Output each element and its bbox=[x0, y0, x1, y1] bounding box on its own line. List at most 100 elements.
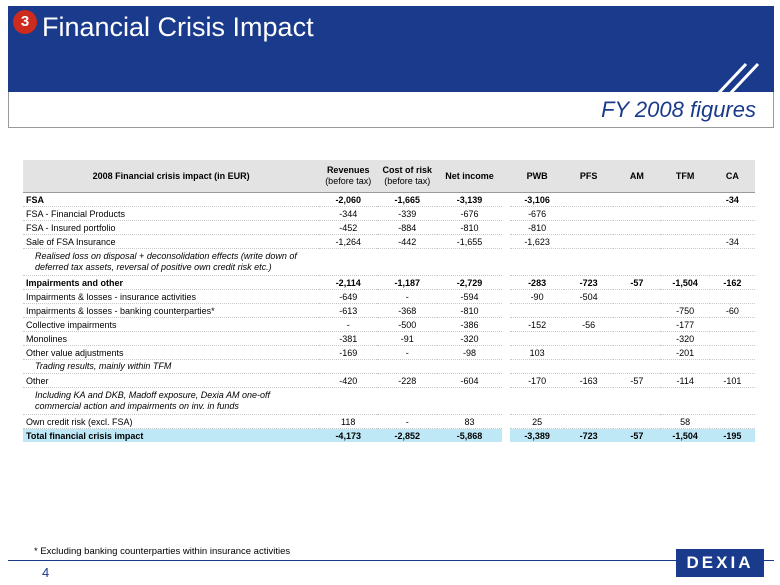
footnote: * Excluding banking counterparties withi… bbox=[34, 546, 291, 557]
cell-tfm bbox=[660, 192, 710, 207]
header-pfs: PFS bbox=[563, 160, 614, 193]
cell-net-income: -386 bbox=[437, 317, 502, 332]
header-am: AM bbox=[613, 160, 661, 193]
cell-am bbox=[613, 206, 661, 221]
cell-ca bbox=[709, 248, 755, 276]
cell-revenues: - bbox=[319, 317, 378, 332]
column-gap bbox=[501, 220, 511, 235]
row-label: FSA - Insured portfolio bbox=[23, 220, 320, 235]
row-label: Impairments and other bbox=[23, 275, 320, 290]
cell-ca bbox=[709, 387, 755, 415]
column-gap bbox=[501, 248, 511, 276]
column-gap bbox=[501, 331, 511, 346]
cell-tfm bbox=[660, 248, 710, 276]
row-note: Including KA and DKB, Madoff exposure, D… bbox=[23, 387, 320, 415]
cell-ca bbox=[709, 289, 755, 304]
row-label: FSA bbox=[23, 192, 320, 207]
cell-ca bbox=[709, 359, 755, 374]
cell-revenues bbox=[319, 387, 378, 415]
cell-pfs bbox=[563, 220, 614, 235]
cell-pwb: 25 bbox=[510, 414, 564, 429]
cell-pfs bbox=[563, 345, 614, 360]
header-net-income: Net income bbox=[437, 160, 502, 193]
cell-pwb bbox=[510, 303, 564, 318]
cell-pwb bbox=[510, 331, 564, 346]
cell-am bbox=[613, 248, 661, 276]
subtitle-box bbox=[8, 92, 774, 128]
cell-ca bbox=[709, 317, 755, 332]
column-gap bbox=[501, 206, 511, 221]
cell-tfm: -1,504 bbox=[660, 428, 710, 442]
table-row: Impairments & losses - banking counterpa… bbox=[23, 303, 755, 318]
cell-tfm: -114 bbox=[660, 373, 710, 388]
cell-cost-of-risk: -228 bbox=[377, 373, 438, 388]
cell-cost-of-risk: -1,187 bbox=[377, 275, 438, 290]
row-label: Own credit risk (excl. FSA) bbox=[23, 414, 320, 429]
cell-pfs bbox=[563, 387, 614, 415]
table-row: Collective impairments - -500 -386 -152 … bbox=[23, 317, 755, 332]
cell-pfs: -163 bbox=[563, 373, 614, 388]
footer-divider bbox=[8, 560, 774, 561]
cell-cost-of-risk: -884 bbox=[377, 220, 438, 235]
cell-tfm bbox=[660, 289, 710, 304]
cell-pwb: -152 bbox=[510, 317, 564, 332]
cell-cost-of-risk: - bbox=[377, 289, 438, 304]
cell-am bbox=[613, 289, 661, 304]
table-header-row: 2008 Financial crisis impact (in EUR) Re… bbox=[23, 160, 755, 193]
cell-pwb: -283 bbox=[510, 275, 564, 290]
column-gap bbox=[501, 303, 511, 318]
cell-net-income: -98 bbox=[437, 345, 502, 360]
cell-pfs: -723 bbox=[563, 275, 614, 290]
cell-pfs bbox=[563, 414, 614, 429]
cell-pfs bbox=[563, 234, 614, 249]
cell-tfm: -177 bbox=[660, 317, 710, 332]
cell-net-income bbox=[437, 387, 502, 415]
cell-ca bbox=[709, 206, 755, 221]
cell-pfs bbox=[563, 248, 614, 276]
cell-am bbox=[613, 303, 661, 318]
table-row: Other -420 -228 -604 -170 -163 -57 -114 … bbox=[23, 373, 755, 388]
cell-cost-of-risk: -500 bbox=[377, 317, 438, 332]
cell-pwb: -3,106 bbox=[510, 192, 564, 207]
table-row: Sale of FSA Insurance -1,264 -442 -1,655… bbox=[23, 234, 755, 249]
cell-revenues: -344 bbox=[319, 206, 378, 221]
table-row: FSA - Financial Products -344 -339 -676 … bbox=[23, 206, 755, 221]
row-label: Other bbox=[23, 373, 320, 388]
cell-cost-of-risk: -442 bbox=[377, 234, 438, 249]
cell-revenues: -381 bbox=[319, 331, 378, 346]
cell-ca bbox=[709, 345, 755, 360]
cell-am bbox=[613, 345, 661, 360]
cell-ca: -34 bbox=[709, 192, 755, 207]
cell-pfs: -56 bbox=[563, 317, 614, 332]
cell-net-income: 83 bbox=[437, 414, 502, 429]
cell-pfs bbox=[563, 303, 614, 318]
cell-am bbox=[613, 317, 661, 332]
cell-cost-of-risk: -368 bbox=[377, 303, 438, 318]
cell-net-income: -2,729 bbox=[437, 275, 502, 290]
column-gap bbox=[501, 317, 511, 332]
financial-crisis-table: 2008 Financial crisis impact (in EUR) Re… bbox=[23, 160, 755, 442]
table-row: Other value adjustments -169 - -98 103 -… bbox=[23, 345, 755, 360]
column-gap bbox=[501, 359, 511, 374]
header-pwb: PWB bbox=[510, 160, 564, 193]
table-total-row: Total financial crisis impact -4,173 -2,… bbox=[23, 428, 755, 442]
column-gap bbox=[501, 192, 511, 207]
cell-cost-of-risk: - bbox=[377, 414, 438, 429]
row-note: Realised loss on disposal + deconsolidat… bbox=[23, 248, 320, 276]
cell-net-income: -810 bbox=[437, 220, 502, 235]
cell-net-income bbox=[437, 248, 502, 276]
cell-net-income bbox=[437, 359, 502, 374]
cell-tfm bbox=[660, 234, 710, 249]
column-gap bbox=[501, 289, 511, 304]
cell-net-income: -810 bbox=[437, 303, 502, 318]
table-row: FSA - Insured portfolio -452 -884 -810 -… bbox=[23, 220, 755, 235]
cell-pwb: -676 bbox=[510, 206, 564, 221]
cell-am bbox=[613, 359, 661, 374]
cell-pwb: -810 bbox=[510, 220, 564, 235]
table-row: Impairments & losses - insurance activit… bbox=[23, 289, 755, 304]
cell-cost-of-risk: -2,852 bbox=[377, 428, 438, 442]
cell-pfs bbox=[563, 192, 614, 207]
cell-net-income: -3,139 bbox=[437, 192, 502, 207]
cell-tfm bbox=[660, 206, 710, 221]
header-label: 2008 Financial crisis impact (in EUR) bbox=[23, 160, 320, 193]
